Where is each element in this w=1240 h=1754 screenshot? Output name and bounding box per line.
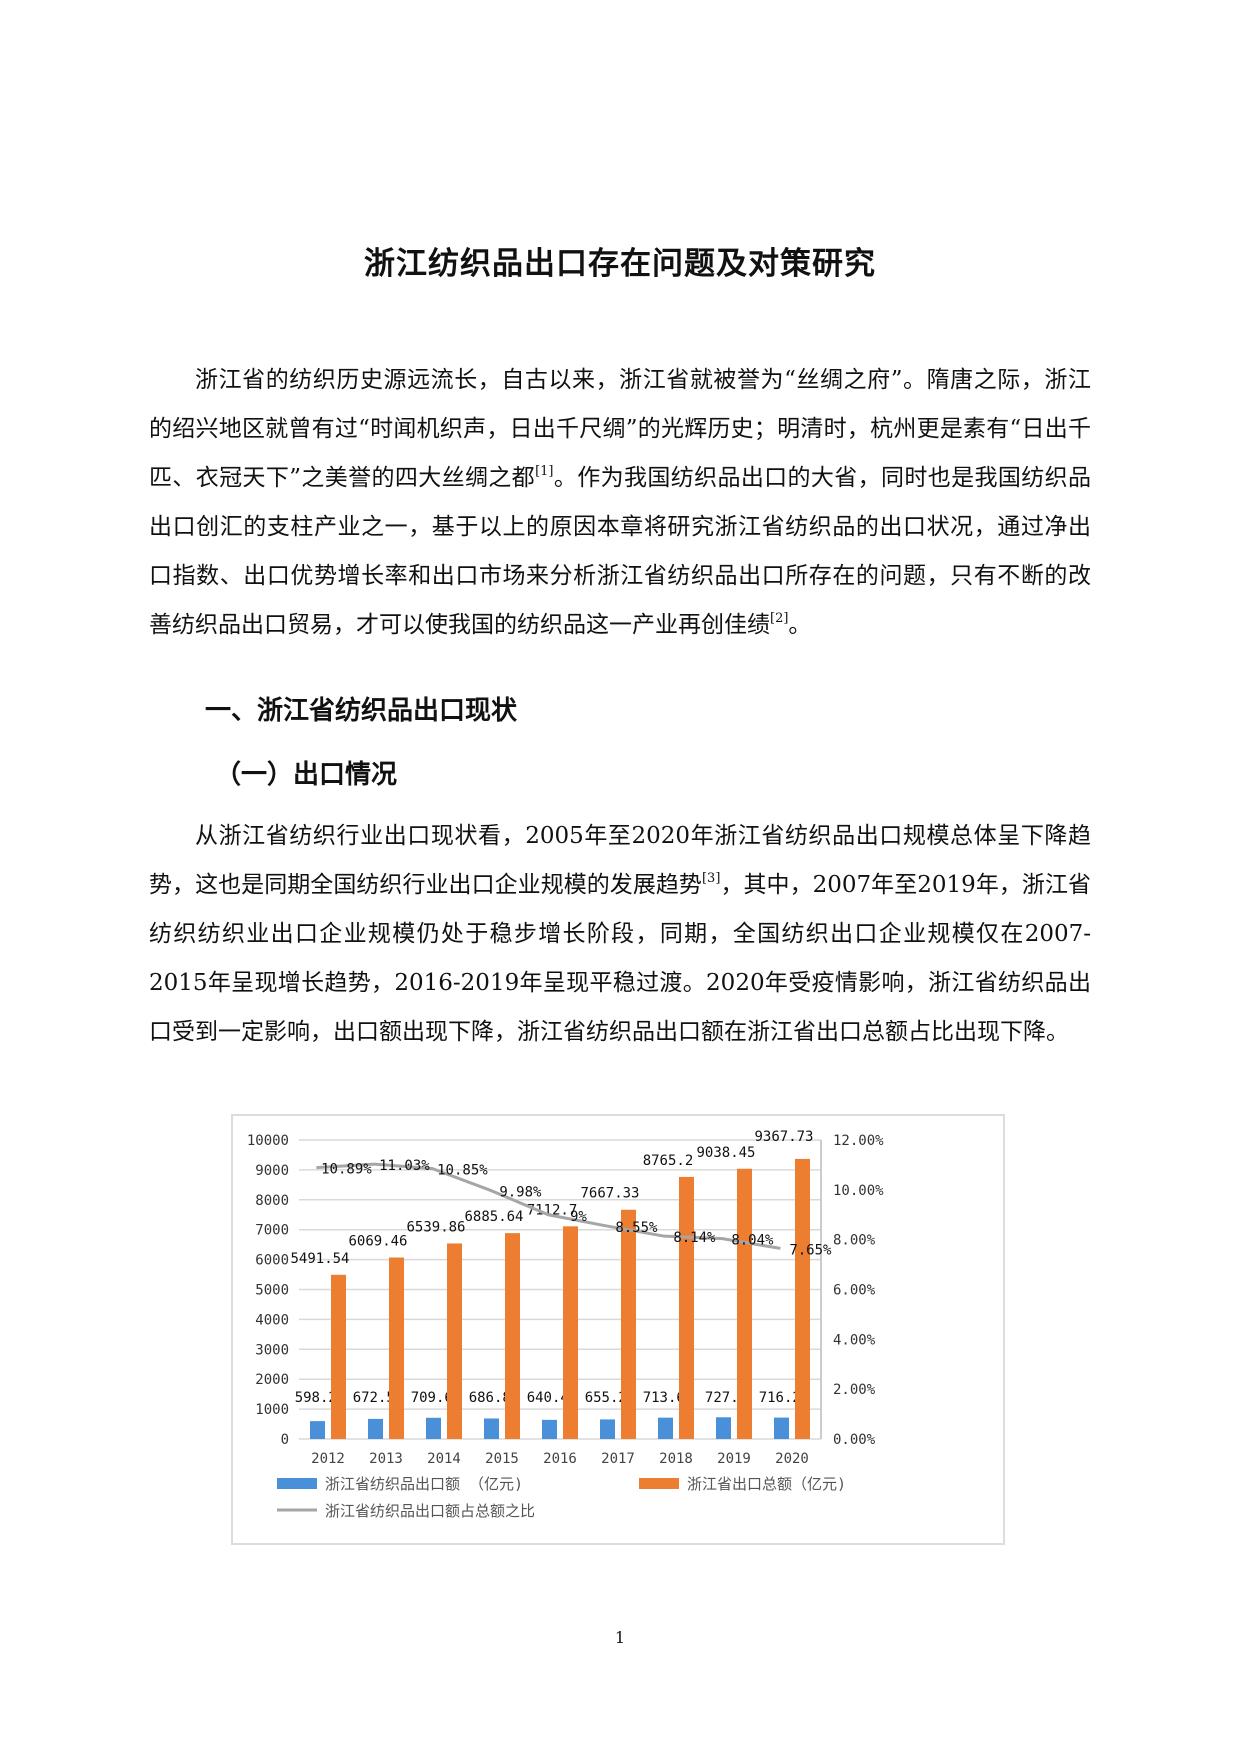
bar-textile-export: [716, 1417, 731, 1439]
bar-label-total: 7112.7: [527, 1202, 578, 1218]
x-tick-label: 2012: [311, 1451, 345, 1467]
intro-paragraph: 浙江省的纺织历史源远流长，自古以来，浙江省就被誉为“丝绸之府”。隋唐之际，浙江的…: [149, 356, 1091, 650]
x-tick-label: 2015: [485, 1451, 519, 1467]
line-label-ratio: 8.04%: [731, 1233, 774, 1249]
bar-total-export: [331, 1274, 346, 1439]
y-right-tick: 10.00%: [833, 1183, 884, 1199]
line-label-ratio: 8.55%: [615, 1220, 658, 1236]
citation-2[interactable]: [2]: [770, 611, 789, 626]
line-label-ratio: 9%: [570, 1209, 587, 1225]
bar-label-total: 9038.45: [696, 1145, 755, 1161]
subsection-heading: （一）出口情况: [215, 760, 398, 790]
legend-label-textile: 浙江省纺织品出口额 （亿元): [325, 1475, 523, 1493]
line-label-ratio: 7.65%: [789, 1242, 832, 1258]
line-ratio: [316, 1162, 781, 1250]
chart-svg: 0 1000 2000 3000 4000 5000 6000 7000 8000 9000 100…: [247, 1129, 884, 1520]
x-tick-label: 2020: [775, 1451, 809, 1467]
x-tick-label: 2016: [543, 1451, 577, 1467]
paragraph-text: ，其中，2007年至2019年，浙江省纺织纺织业出口企业规模仍处于稳步增长阶段，…: [149, 872, 1091, 1045]
y-left-tick: 10000: [247, 1133, 289, 1149]
bar-total-export: [563, 1226, 578, 1439]
line-label-ratio: 11.03%: [379, 1158, 430, 1174]
y-left-tick: 1000: [255, 1402, 289, 1418]
bar-textile-export: [484, 1418, 499, 1439]
bar-total-export: [737, 1168, 752, 1439]
bar-total-export: [621, 1209, 636, 1439]
line-label-ratio: 9.98%: [499, 1184, 542, 1200]
bar-textile-export: [774, 1417, 789, 1439]
citation-3[interactable]: [3]: [701, 871, 721, 886]
x-tick-label: 2019: [717, 1451, 751, 1467]
bar-textile-export: [426, 1417, 441, 1439]
bar-label-total: 6539.86: [406, 1219, 465, 1235]
intro-text: 。作为我国纺织品出口的大省，同时也是我国纺织品出口创汇的支柱产业之一，基于以上的…: [149, 465, 1092, 638]
legend-label-total: 浙江省出口总额（亿元): [687, 1475, 846, 1493]
bar-total-export: [795, 1158, 810, 1439]
citation-1[interactable]: [1]: [535, 464, 554, 479]
bar-textile-export: [658, 1417, 673, 1439]
legend-swatch-textile: [277, 1478, 317, 1489]
line-label-ratio: 10.89%: [321, 1162, 372, 1178]
bar-label-total: 8765.2: [643, 1153, 694, 1169]
x-tick-label: 2018: [659, 1451, 693, 1467]
bar-label-textile: 727.1: [705, 1390, 747, 1406]
y-right-tick: 6.00%: [833, 1283, 876, 1299]
x-tick-label: 2014: [427, 1451, 461, 1467]
bar-total-export: [679, 1176, 694, 1439]
bar-label-total: 7667.33: [580, 1186, 639, 1202]
bar-label-total: 6069.46: [348, 1234, 407, 1250]
y-right-tick: 4.00%: [833, 1332, 876, 1348]
y-left-tick: 6000: [255, 1253, 289, 1269]
intro-text: 。: [788, 612, 812, 638]
y-right-tick: 2.00%: [833, 1382, 876, 1398]
y-left-tick: 8000: [255, 1193, 289, 1209]
y-left-tick: 5000: [255, 1283, 289, 1299]
y-right-tick: 8.00%: [833, 1233, 876, 1249]
y-left-tick: 3000: [255, 1342, 289, 1358]
bar-textile-export: [542, 1419, 557, 1439]
paragraph-text: 从浙江省纺织行业出口现状看，2005年至2020年浙江省纺织品出口规模总体呈下降…: [149, 823, 1091, 898]
bar-total-export: [389, 1257, 404, 1439]
intro-text: 浙江省的纺织历史源远流长，自古以来，浙江省就被誉为“丝绸之府”。隋唐之际，浙江的…: [149, 367, 1091, 491]
page-number: 1: [614, 1628, 626, 1647]
bar-textile-export: [600, 1419, 615, 1439]
export-paragraph: 从浙江省纺织行业出口现状看，2005年至2020年浙江省纺织品出口规模总体呈下降…: [149, 812, 1091, 1057]
section-heading: 一、浙江省纺织品出口现状: [205, 696, 518, 726]
legend-swatch-total: [639, 1478, 679, 1489]
bar-textile-export: [368, 1418, 383, 1439]
x-tick-label: 2013: [369, 1451, 403, 1467]
bar-label-total: 5491.54: [290, 1251, 349, 1267]
line-label-ratio: 8.14%: [673, 1230, 716, 1246]
line-label-ratio: 10.85%: [437, 1163, 488, 1179]
legend-label-ratio: 浙江省纺织品出口额占总额之比: [325, 1502, 535, 1520]
y-left-tick: 7000: [255, 1223, 289, 1239]
x-tick-label: 2017: [601, 1451, 635, 1467]
document-title: 浙江纺织品出口存在问题及对策研究: [364, 246, 876, 282]
y-left-tick: 2000: [255, 1372, 289, 1388]
y-right-tick: 0.00%: [833, 1432, 876, 1448]
bar-total-export: [447, 1243, 462, 1439]
y-left-tick: 4000: [255, 1312, 289, 1328]
y-left-tick: 9000: [255, 1163, 289, 1179]
export-chart: 0 1000 2000 3000 4000 5000 6000 7000 8000 9000 100…: [231, 1114, 1005, 1545]
y-right-tick: 12.00%: [833, 1133, 884, 1149]
bar-label-total: 9367.73: [754, 1129, 813, 1145]
bar-total-export: [505, 1233, 520, 1439]
y-left-tick: 0: [281, 1432, 289, 1448]
bar-textile-export: [310, 1421, 325, 1439]
bar-label-total: 6885.64: [464, 1209, 523, 1225]
